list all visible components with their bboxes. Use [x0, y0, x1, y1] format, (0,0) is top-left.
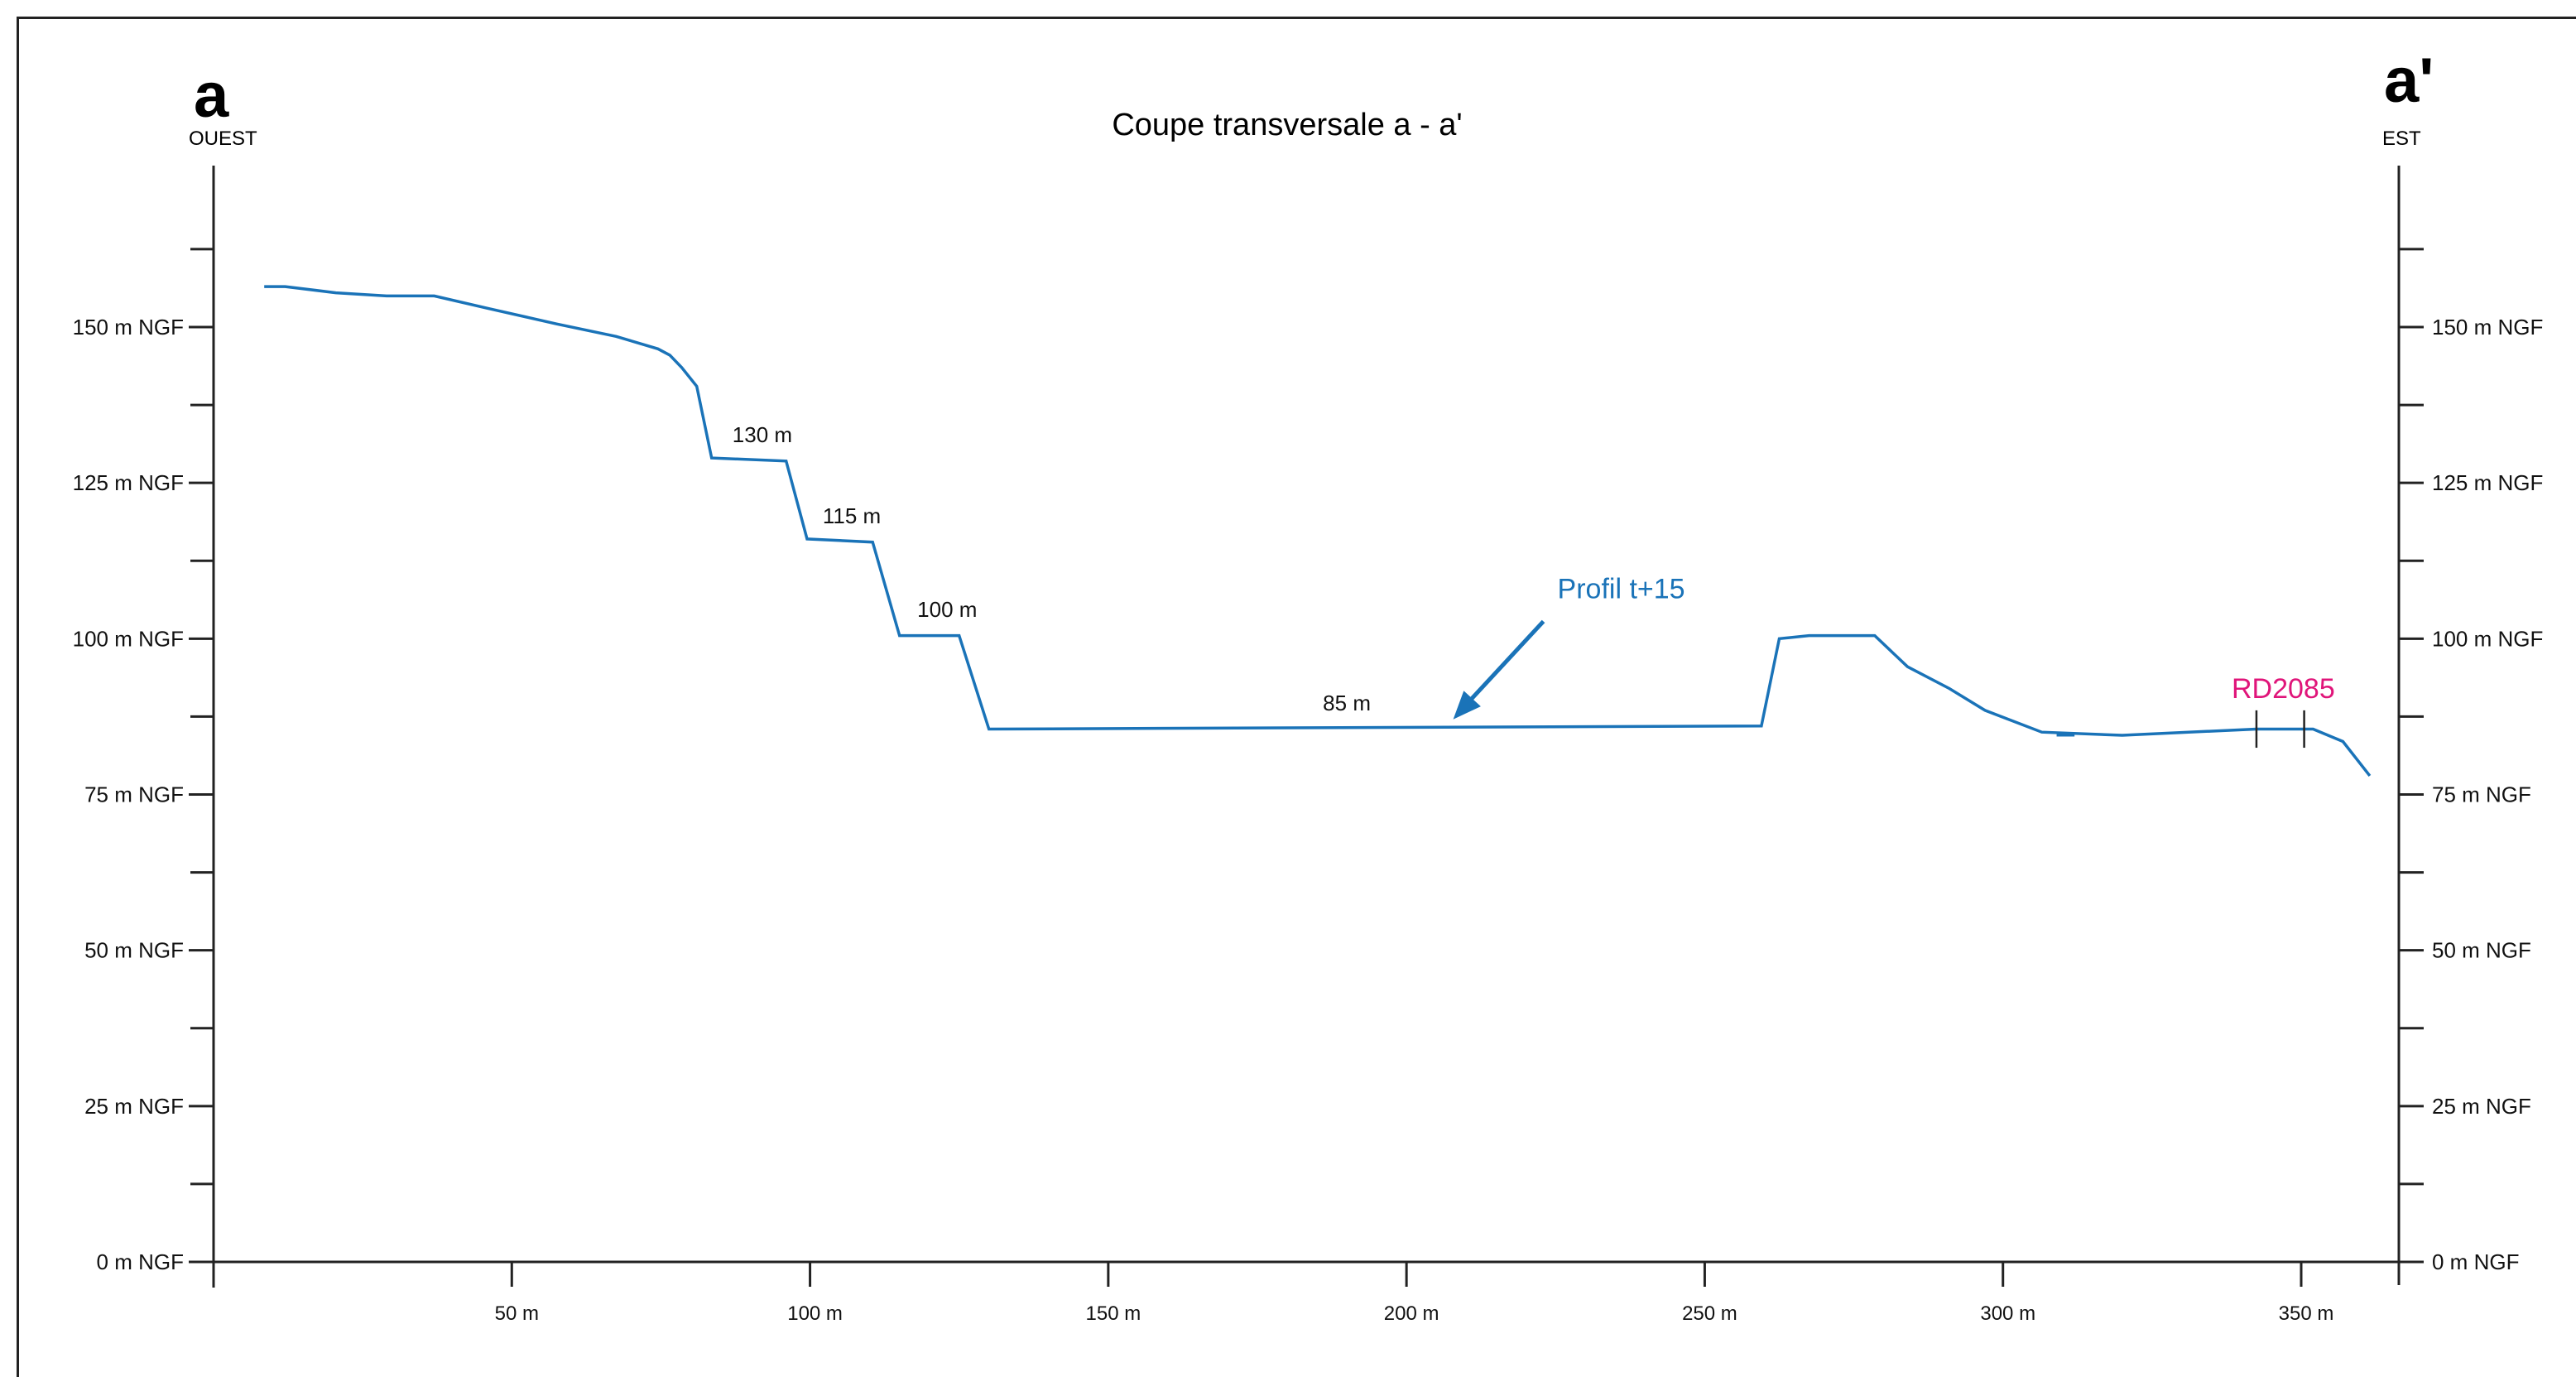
x-tick-label: 250 m	[1682, 1302, 1737, 1325]
y-tick-label-right: 100 m NGF	[2432, 626, 2543, 651]
y-tick-label-right: 75 m NGF	[2432, 782, 2531, 807]
x-tick-label: 100 m	[787, 1302, 843, 1325]
y-tick-label-left: 0 m NGF	[97, 1249, 184, 1274]
elevation-step-label: 115 m	[823, 503, 881, 528]
y-tick-label-left: 25 m NGF	[84, 1094, 184, 1119]
elevation-step-label: 130 m	[733, 422, 792, 447]
elevation-step-label: 100 m	[917, 597, 977, 622]
elevation-step-label: 85 m	[1323, 691, 1371, 715]
x-tick-label: 350 m	[2279, 1302, 2334, 1325]
profile-label: Profil t+15	[1558, 573, 1685, 604]
road-label: RD2085	[2232, 673, 2335, 705]
y-tick-label-right: 125 m NGF	[2432, 470, 2543, 495]
section-end-letter: a'	[2384, 46, 2434, 116]
profile-arrow-shaft	[1463, 619, 1545, 708]
terrain-profile-line	[264, 285, 2372, 777]
y-tick-label-left: 100 m NGF	[73, 626, 184, 651]
x-tick-label: 150 m	[1086, 1302, 1141, 1325]
y-tick-label-right: 50 m NGF	[2432, 938, 2531, 963]
x-tick-label: 50 m	[495, 1302, 539, 1325]
y-tick-label-left: 75 m NGF	[84, 782, 184, 807]
y-tick-label-right: 0 m NGF	[2432, 1249, 2519, 1274]
y-tick-label-left: 125 m NGF	[73, 470, 184, 495]
profile-arrow-head	[1453, 691, 1481, 720]
section-title: Coupe transversale a - a'	[0, 108, 2576, 143]
y-tick-label-right: 150 m NGF	[2432, 315, 2543, 339]
section-title-text: Coupe transversale a - a'	[1112, 108, 1463, 142]
y-tick-label-left: 150 m NGF	[73, 315, 184, 339]
y-tick-label-left: 50 m NGF	[84, 938, 184, 963]
drawing-frame	[17, 17, 2576, 1377]
east-label: EST	[2382, 128, 2421, 150]
section-start-letter: a	[194, 60, 229, 131]
y-tick-label-right: 25 m NGF	[2432, 1094, 2531, 1119]
x-tick-label: 300 m	[1980, 1302, 2035, 1325]
x-tick-label: 200 m	[1384, 1302, 1439, 1325]
west-label: OUEST	[189, 128, 257, 150]
